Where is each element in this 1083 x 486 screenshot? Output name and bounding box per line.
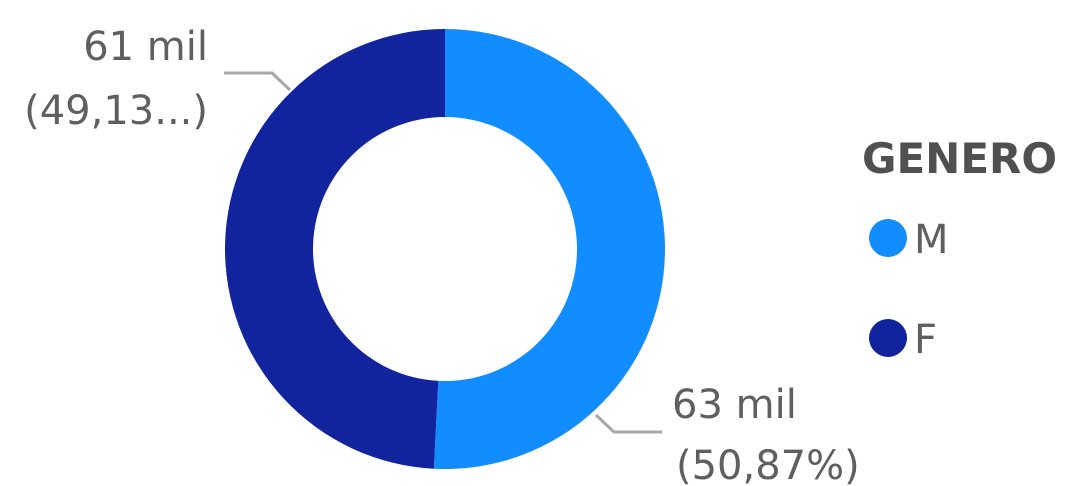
data-label-f-value: 61 mil <box>83 24 208 70</box>
donut-slice-m[interactable] <box>433 29 666 469</box>
legend-marker-f[interactable] <box>869 319 907 357</box>
leader-line-m <box>594 413 662 434</box>
legend-label-m[interactable]: M <box>914 217 949 263</box>
donut-slice-f[interactable] <box>225 29 445 469</box>
legend-title: GENERO <box>862 134 1057 183</box>
data-label-m-percent: (50,87%) <box>676 443 860 486</box>
data-label-f-percent: (49,13...) <box>24 88 208 134</box>
legend-marker-m[interactable] <box>869 219 907 257</box>
donut-slices <box>225 29 666 469</box>
data-label-m-value: 63 mil <box>672 382 797 428</box>
leader-line-f <box>224 71 292 92</box>
legend-label-f[interactable]: F <box>914 317 937 363</box>
